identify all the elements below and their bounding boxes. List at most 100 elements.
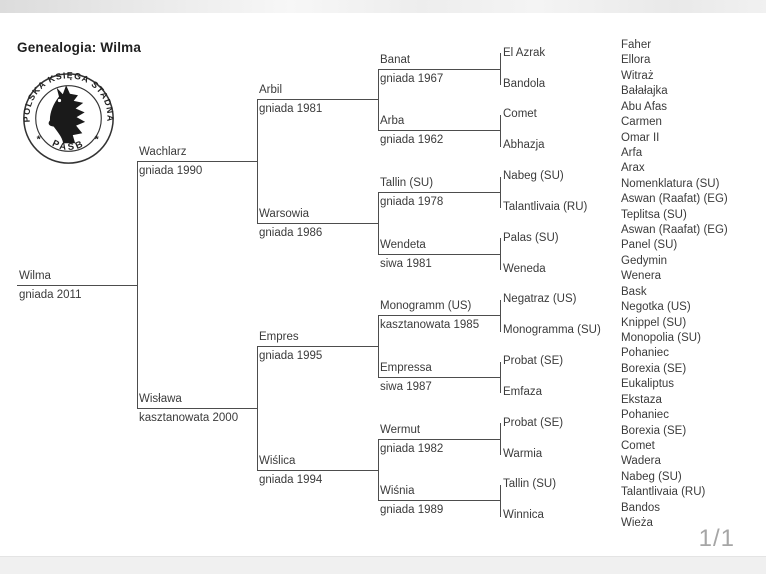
pedigree-connector-hline bbox=[257, 99, 379, 100]
pedigree-connector-hline bbox=[378, 377, 501, 378]
pedigree-connector-hline bbox=[378, 254, 501, 255]
ancestor-list-item: Nabeg (SU) bbox=[621, 471, 682, 483]
pedigree-node-name: Warsowia bbox=[259, 208, 310, 220]
ancestor-list-item: Omar II bbox=[621, 132, 660, 144]
pedigree-connector-vline bbox=[378, 439, 379, 501]
pedigree-connector-vline bbox=[500, 53, 501, 85]
pedigree-node-detail: gniada 1990 bbox=[139, 165, 203, 177]
pedigree-node-name: Empressa bbox=[380, 362, 432, 374]
ancestor-list-item: Arax bbox=[621, 162, 645, 174]
ancestor-list-item: Carmen bbox=[621, 116, 662, 128]
pedigree-node-name: Wiślica bbox=[259, 455, 296, 467]
ancestor-list-item: Teplitsa (SU) bbox=[621, 209, 687, 221]
pedigree-node-name: Probat (SE) bbox=[503, 417, 564, 429]
pedigree-node-detail: gniada 1962 bbox=[380, 134, 444, 146]
pedigree-node-name: Abhazja bbox=[503, 139, 545, 151]
horse-eye bbox=[57, 98, 62, 103]
pedigree-node-name: Empres bbox=[259, 331, 299, 343]
ancestor-list-item: Bałałajka bbox=[621, 85, 668, 97]
page-title: Genealogia: Wilma bbox=[17, 40, 142, 55]
pedigree-node-name: Weneda bbox=[503, 263, 546, 275]
pedigree-node-detail: gniada 2011 bbox=[19, 289, 82, 301]
ancestor-list-item: Abu Afas bbox=[621, 101, 668, 113]
ancestor-list-item: Ellora bbox=[621, 54, 651, 66]
page-indicator: 1/1 bbox=[698, 525, 735, 552]
pedigree-connector-vline bbox=[378, 315, 379, 378]
ancestor-list-item: Bask bbox=[621, 286, 647, 298]
pedigree-node-name: Probat (SE) bbox=[503, 355, 564, 367]
pedigree-node-detail: gniada 1978 bbox=[380, 196, 444, 208]
ancestor-list-item: Witraż bbox=[621, 70, 654, 82]
ancestor-list-item: Faher bbox=[621, 39, 652, 51]
pedigree-connector-hline bbox=[378, 315, 501, 316]
ancestor-list-item: Eukaliptus bbox=[621, 378, 675, 390]
pedigree-node-name: Monogramma (SU) bbox=[503, 324, 601, 336]
pedigree-node-detail: siwa 1981 bbox=[380, 258, 432, 270]
pedigree-node-name: Comet bbox=[503, 108, 537, 120]
top-window-band bbox=[0, 0, 766, 13]
pedigree-node-detail: siwa 1987 bbox=[380, 381, 432, 393]
ancestor-list-item: Aswan (Raafat) (EG) bbox=[621, 193, 728, 205]
pedigree-connector-vline bbox=[378, 69, 379, 131]
pedigree-connector-hline bbox=[378, 439, 501, 440]
pedigree-node-name: Banat bbox=[380, 54, 411, 66]
pedigree-node-name: Negatraz (US) bbox=[503, 293, 577, 305]
stamp-inner-ring bbox=[35, 85, 102, 152]
pedigree-connector-hline bbox=[378, 130, 501, 131]
pedigree-node-name: Wermut bbox=[380, 424, 421, 436]
pedigree-node-name: Warmia bbox=[503, 448, 543, 460]
pedigree-node-name: Talantlivaia (RU) bbox=[503, 201, 588, 213]
ancestor-list-item: Aswan (Raafat) (EG) bbox=[621, 224, 728, 236]
ancestor-list-item: Gedymin bbox=[621, 255, 668, 267]
pedigree-node-name: Palas (SU) bbox=[503, 232, 559, 244]
stamp-outer-ring bbox=[23, 73, 114, 164]
ancestor-list-item: Pohaniec bbox=[621, 409, 669, 421]
pedigree-connector-vline bbox=[137, 161, 138, 409]
ancestor-list-item: Talantlivaia (RU) bbox=[621, 486, 706, 498]
pedigree-connector-vline bbox=[500, 238, 501, 270]
stamp-star-right: * bbox=[95, 134, 100, 145]
bottom-window-band bbox=[0, 556, 766, 574]
ancestor-list-item: Wenera bbox=[621, 270, 662, 282]
pedigree-connector-vline bbox=[500, 115, 501, 147]
pedigree-node-name: El Azrak bbox=[503, 47, 546, 59]
pedigree-node-name: Arbil bbox=[259, 84, 283, 96]
ancestor-list-item: Negotka (US) bbox=[621, 301, 691, 313]
pedigree-node-detail: gniada 1995 bbox=[259, 350, 323, 362]
pedigree-connector-hline bbox=[378, 500, 501, 501]
pedigree-node-detail: gniada 1967 bbox=[380, 73, 444, 85]
pedigree-node-detail: gniada 1986 bbox=[259, 227, 323, 239]
pedigree-node-detail: gniada 1981 bbox=[259, 103, 323, 115]
pedigree-node-name: Nabeg (SU) bbox=[503, 170, 564, 182]
pedigree-node-name: Winnica bbox=[503, 509, 544, 521]
pedigree-connector-vline bbox=[257, 346, 258, 471]
ancestor-list-item: Wieża bbox=[621, 517, 653, 529]
pedigree-node-detail: gniada 1994 bbox=[259, 474, 323, 486]
pedigree-node-name: Emfaza bbox=[503, 386, 542, 398]
ancestor-list-item: Borexia (SE) bbox=[621, 425, 687, 437]
pedigree-node-name: Monogramm (US) bbox=[380, 300, 472, 312]
pedigree-node-name: Bandola bbox=[503, 78, 546, 90]
pedigree-connector-vline bbox=[378, 192, 379, 255]
pedigree-connector-vline bbox=[500, 362, 501, 393]
pasb-stamp-logo: POLSKA KSIĘGA STADNA PASB * * bbox=[21, 71, 115, 164]
pedigree-node-name: Arba bbox=[380, 115, 405, 127]
ancestor-list-item: Nomenklatura (SU) bbox=[621, 178, 720, 190]
ancestor-list-item: Ekstaza bbox=[621, 394, 662, 406]
ancestor-list-item: Comet bbox=[621, 440, 655, 452]
pedigree-connector-hline bbox=[137, 408, 258, 409]
pedigree-node-name: Wiśnia bbox=[380, 485, 415, 497]
ancestor-list-item: Pohaniec bbox=[621, 347, 669, 359]
stamp-star-left: * bbox=[37, 134, 42, 145]
ancestor-list-item: Wadera bbox=[621, 455, 661, 467]
pedigree-node-name: Tallin (SU) bbox=[380, 177, 434, 189]
pedigree-connector-hline bbox=[257, 470, 379, 471]
pedigree-node-detail: kasztanowata 2000 bbox=[139, 412, 239, 424]
pedigree-node-name: Wachlarz bbox=[139, 146, 187, 158]
pedigree-connector-vline bbox=[500, 423, 501, 455]
ancestor-list-item: Bandos bbox=[621, 502, 661, 514]
pedigree-connector-hline bbox=[378, 192, 501, 193]
pedigree-connector-hline bbox=[137, 161, 258, 162]
pedigree-connector-vline bbox=[500, 485, 501, 517]
